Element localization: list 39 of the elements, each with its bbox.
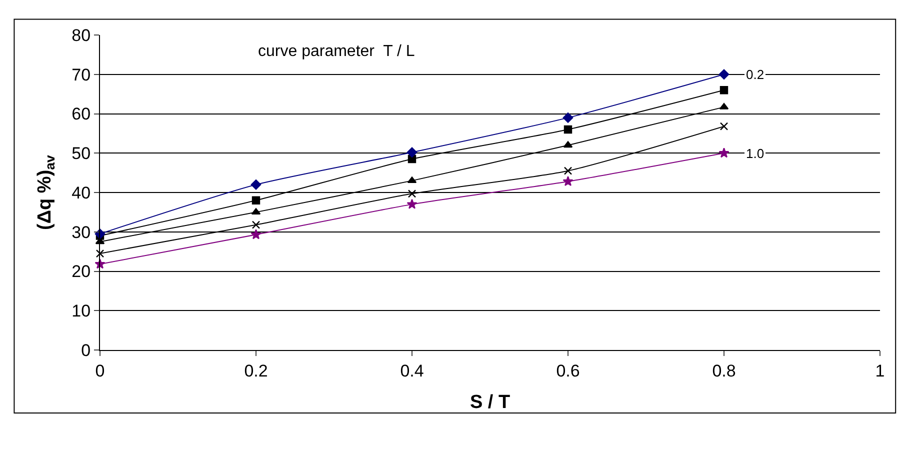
point bbox=[564, 125, 572, 134]
point bbox=[718, 69, 730, 80]
y-tick-label: 40 bbox=[72, 183, 91, 202]
point bbox=[718, 148, 730, 158]
y-tick-label: 0 bbox=[81, 340, 91, 360]
y-tick-label: 20 bbox=[72, 262, 91, 282]
y-tick-label: 60 bbox=[72, 104, 91, 124]
x-tick-label: 1 bbox=[875, 361, 885, 380]
point bbox=[407, 176, 417, 184]
point bbox=[252, 196, 260, 204]
y-tick-label: 50 bbox=[72, 144, 91, 164]
point bbox=[250, 179, 262, 190]
x-tick-label: 0.4 bbox=[400, 361, 424, 380]
y-tick-label: 80 bbox=[72, 26, 91, 45]
point bbox=[720, 86, 728, 94]
y-tick-label: 70 bbox=[72, 65, 91, 84]
point bbox=[252, 220, 260, 229]
x-tick-label: 0.2 bbox=[244, 361, 268, 380]
point bbox=[408, 190, 416, 198]
point bbox=[250, 229, 262, 240]
x-tick-label: 0.8 bbox=[712, 361, 736, 380]
point bbox=[562, 112, 574, 123]
annotation: curve parameter T / L bbox=[258, 43, 415, 60]
point bbox=[720, 122, 728, 130]
point bbox=[406, 198, 418, 209]
x-tick-label: 0.6 bbox=[556, 361, 580, 380]
annotation: 1.0 bbox=[746, 146, 764, 161]
y-tick-label: 10 bbox=[72, 302, 91, 321]
x-axis-title: S / T bbox=[470, 392, 510, 414]
annotation: 0.2 bbox=[746, 67, 764, 82]
x-tick-label: 0 bbox=[95, 361, 105, 380]
y-tick-label: 30 bbox=[72, 222, 91, 242]
point bbox=[251, 208, 261, 215]
point bbox=[562, 176, 574, 186]
point bbox=[564, 166, 572, 175]
point bbox=[406, 147, 418, 158]
point bbox=[96, 249, 104, 258]
point bbox=[719, 102, 729, 110]
point bbox=[563, 141, 573, 148]
